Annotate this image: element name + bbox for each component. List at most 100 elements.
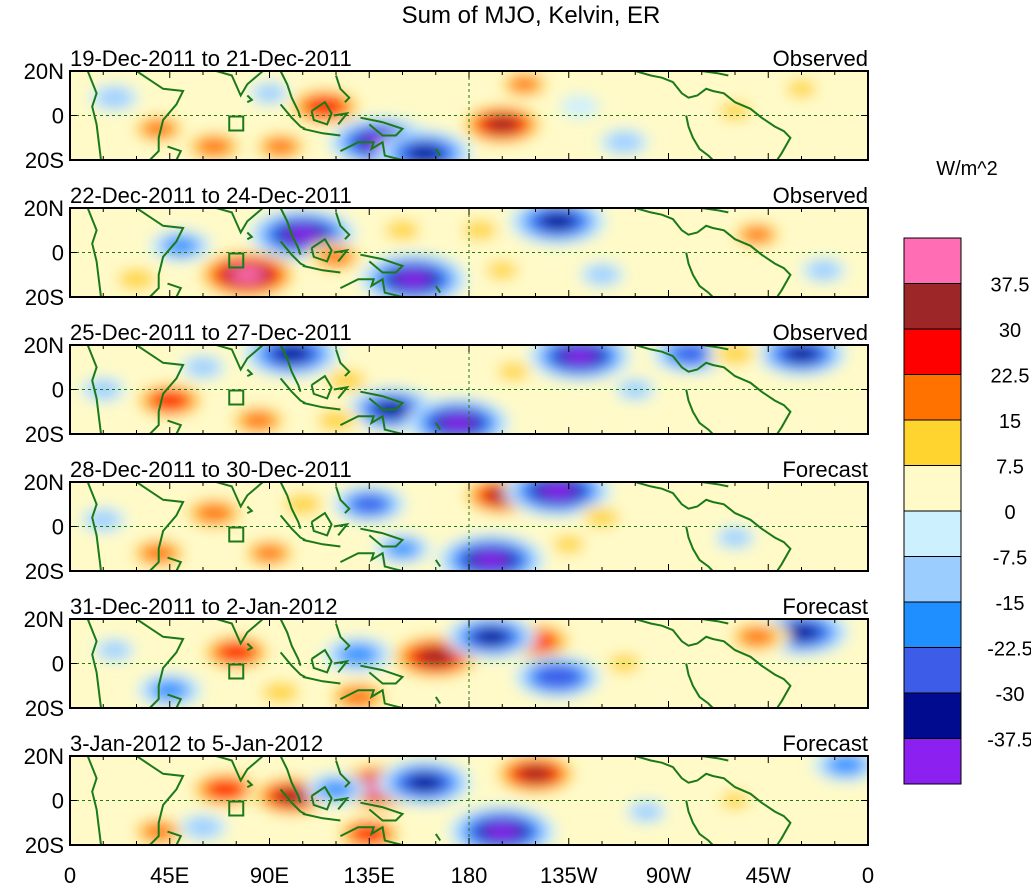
panel-3: 25-Dec-2011 to 27-Dec-2011 Observed 20N 0 20… [24, 320, 869, 447]
panel-plot-area [70, 756, 868, 845]
anomaly-contour [481, 632, 501, 642]
coastline [434, 559, 442, 568]
coastline [302, 675, 341, 685]
anomaly-contour [125, 273, 148, 285]
coastline [360, 801, 405, 822]
coastline [216, 71, 264, 98]
y-tick-label: 20N [24, 607, 64, 632]
y-tick-label: 20N [24, 744, 64, 769]
coastline [310, 237, 333, 263]
coastline [339, 140, 403, 160]
coastline [360, 664, 405, 685]
panel-period-label: 25-Dec-2011 to 27-Dec-2011 [70, 320, 352, 345]
anomaly-contour [448, 418, 468, 428]
coastline [167, 830, 183, 845]
colorbar-tick-label: -22.5 [987, 639, 1031, 661]
anomaly-contour [248, 415, 269, 426]
anomaly-contour [194, 362, 212, 373]
coastline [279, 345, 302, 393]
coastline [685, 663, 714, 708]
coastline [635, 208, 792, 297]
anomaly-contour [559, 539, 578, 550]
colorbar-swatch [903, 601, 962, 648]
colorbar-swatch [903, 465, 962, 512]
anomaly-contour [568, 100, 591, 113]
coastline [135, 208, 185, 297]
region-box [228, 526, 245, 543]
coastline [216, 756, 264, 783]
coastline [360, 253, 405, 274]
coastline [360, 527, 405, 548]
coastline [434, 696, 442, 705]
coastline [333, 248, 350, 263]
colorbar-tick-label: 22.5 [991, 366, 1030, 388]
anomaly-contour [792, 349, 811, 359]
coastline [310, 374, 333, 400]
anomaly-contour [106, 645, 123, 655]
panel-2: 22-Dec-2011 to 24-Dec-2011 Observed 20N 0 20… [24, 183, 869, 310]
anomaly-contour [94, 514, 113, 525]
colorbar-tick-label: -37.5 [987, 730, 1031, 752]
coastline [335, 486, 351, 514]
coastline [135, 71, 185, 160]
anomaly-contour [793, 84, 810, 94]
colorbar-swatch [903, 374, 962, 421]
coastline [310, 648, 333, 674]
region-box [228, 252, 245, 269]
anomaly-contour [638, 807, 655, 817]
coastline [246, 368, 254, 377]
coastline [333, 385, 350, 400]
anomaly-contour [149, 123, 169, 134]
anomaly-contour [492, 827, 512, 837]
coastline [279, 619, 302, 667]
colorbar-swatch [903, 556, 962, 603]
y-tick-label: 0 [52, 378, 64, 403]
coastline [333, 796, 350, 811]
y-tick-label: 20S [25, 559, 64, 584]
y-tick-label: 0 [52, 515, 64, 540]
y-tick-label: 20N [24, 59, 64, 84]
anomaly-contour [814, 265, 833, 276]
anomaly-contour [414, 777, 435, 788]
anomaly-contour [270, 686, 292, 699]
coastline [167, 419, 183, 434]
coastline [302, 401, 341, 411]
panel-plot-area [70, 345, 868, 434]
anomaly-contour [347, 691, 369, 703]
anomaly-contour [726, 106, 744, 116]
anomaly-contour [171, 240, 191, 251]
anomaly-contour [748, 230, 766, 240]
coastline [339, 277, 403, 297]
x-tick-label: 45W [746, 863, 791, 888]
coastline [339, 551, 403, 571]
x-tick-label: 45E [150, 863, 189, 888]
coastline [279, 71, 302, 119]
anomaly-contour [726, 795, 744, 806]
y-tick-label: 0 [52, 104, 64, 129]
coastline [246, 505, 254, 514]
colorbar-tick-label: 15 [999, 411, 1021, 433]
coastline [279, 377, 306, 404]
panel-plot-area [70, 482, 868, 571]
coastline [279, 756, 302, 804]
coastline [335, 623, 351, 651]
coastline [135, 756, 185, 845]
y-tick-label: 0 [52, 789, 64, 814]
coastline [635, 619, 792, 708]
anomaly-contour [747, 631, 768, 642]
colorbar-tick-label: -7.5 [993, 548, 1027, 570]
y-tick-label: 20S [25, 422, 64, 447]
coastline [685, 526, 714, 571]
colorbar-swatch [903, 647, 962, 694]
x-tick-label: 180 [451, 863, 488, 888]
coastline [302, 812, 341, 822]
coastline [216, 619, 264, 646]
x-tick-label: 90E [250, 863, 289, 888]
coastline [279, 482, 302, 530]
colorbar-tick-label: -15 [996, 593, 1025, 615]
anomaly-contour [271, 141, 290, 152]
panel-plot-area [70, 71, 868, 160]
anomaly-contour [835, 759, 856, 771]
coastline [685, 115, 714, 160]
